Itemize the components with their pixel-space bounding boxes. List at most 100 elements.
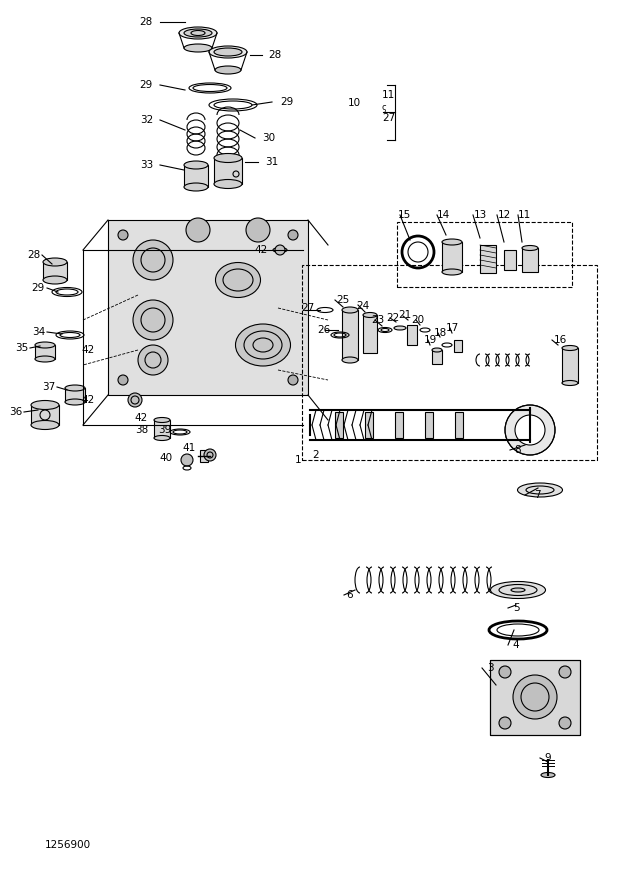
Circle shape <box>288 230 298 240</box>
Text: 21: 21 <box>399 310 412 320</box>
Text: 39: 39 <box>158 425 172 435</box>
Circle shape <box>246 218 270 242</box>
Ellipse shape <box>522 245 538 251</box>
Ellipse shape <box>65 399 85 405</box>
Bar <box>108 220 308 395</box>
Bar <box>442 242 462 272</box>
Circle shape <box>186 218 210 242</box>
Text: 30: 30 <box>262 133 275 143</box>
Ellipse shape <box>43 276 67 284</box>
Ellipse shape <box>505 405 555 455</box>
Text: 42: 42 <box>82 345 95 355</box>
Bar <box>43 262 67 280</box>
Bar <box>214 158 242 184</box>
Text: 40: 40 <box>160 453 173 463</box>
Text: 29: 29 <box>280 97 293 107</box>
Text: 31: 31 <box>265 157 278 167</box>
Bar <box>490 660 580 735</box>
Circle shape <box>559 717 571 729</box>
Text: 32: 32 <box>140 115 153 125</box>
Bar <box>432 350 442 364</box>
Circle shape <box>275 245 285 255</box>
Circle shape <box>499 666 511 678</box>
Bar <box>490 660 580 735</box>
Text: 22: 22 <box>386 313 400 323</box>
Text: 17: 17 <box>445 323 459 333</box>
Text: 27: 27 <box>382 113 396 123</box>
Text: 24: 24 <box>356 301 370 311</box>
Bar <box>363 315 377 353</box>
Circle shape <box>133 240 173 280</box>
Text: 5: 5 <box>513 603 520 613</box>
Text: 34: 34 <box>32 327 45 337</box>
Ellipse shape <box>31 421 59 430</box>
Text: 16: 16 <box>554 335 567 345</box>
Text: 3: 3 <box>487 663 494 673</box>
Text: 29: 29 <box>32 283 45 293</box>
Text: 9: 9 <box>545 753 551 763</box>
Ellipse shape <box>154 436 170 441</box>
Text: 8: 8 <box>515 445 521 455</box>
Circle shape <box>288 375 298 385</box>
Text: 42: 42 <box>135 413 148 423</box>
Ellipse shape <box>209 46 247 58</box>
Text: 2: 2 <box>312 450 319 460</box>
Bar <box>154 420 170 438</box>
Ellipse shape <box>236 324 291 366</box>
Ellipse shape <box>184 44 212 52</box>
Ellipse shape <box>442 269 462 275</box>
Ellipse shape <box>184 183 208 191</box>
Bar <box>365 412 373 438</box>
Ellipse shape <box>342 357 358 363</box>
Ellipse shape <box>562 381 578 386</box>
Circle shape <box>138 345 168 375</box>
Text: 42: 42 <box>255 245 268 255</box>
Ellipse shape <box>214 180 242 189</box>
Ellipse shape <box>562 346 578 350</box>
Text: 7: 7 <box>534 490 540 500</box>
Circle shape <box>499 717 511 729</box>
Ellipse shape <box>43 258 67 266</box>
Ellipse shape <box>184 29 212 37</box>
Ellipse shape <box>215 66 241 74</box>
Bar <box>342 310 358 360</box>
Text: 20: 20 <box>412 315 425 325</box>
Bar <box>562 348 578 383</box>
Circle shape <box>181 454 193 466</box>
Text: 35: 35 <box>15 343 28 353</box>
Ellipse shape <box>216 263 260 298</box>
Text: 33: 33 <box>140 160 153 170</box>
Text: 42: 42 <box>82 395 95 405</box>
Text: 14: 14 <box>436 210 450 220</box>
Ellipse shape <box>35 356 55 362</box>
Bar <box>200 450 208 462</box>
Bar <box>425 412 433 438</box>
Text: ς: ς <box>382 102 387 112</box>
Ellipse shape <box>184 161 208 169</box>
Text: 37: 37 <box>42 382 55 392</box>
Text: 26: 26 <box>317 325 330 335</box>
Ellipse shape <box>179 27 217 39</box>
Text: 18: 18 <box>433 328 446 338</box>
Text: 11: 11 <box>517 210 531 220</box>
Ellipse shape <box>154 417 170 423</box>
Circle shape <box>559 666 571 678</box>
Bar <box>397 222 572 287</box>
Ellipse shape <box>214 154 242 162</box>
Circle shape <box>204 449 216 461</box>
Ellipse shape <box>394 326 406 330</box>
Text: 1: 1 <box>295 455 301 465</box>
Text: 27: 27 <box>302 303 315 313</box>
Text: 28: 28 <box>27 250 40 260</box>
Bar <box>65 388 85 402</box>
Text: 6: 6 <box>347 590 353 600</box>
Bar <box>454 340 462 352</box>
Text: 12: 12 <box>497 210 511 220</box>
Text: 11: 11 <box>382 90 396 100</box>
Ellipse shape <box>342 307 358 313</box>
Bar <box>480 245 496 273</box>
Bar <box>504 250 516 270</box>
Text: 28: 28 <box>268 50 281 60</box>
Circle shape <box>133 300 173 340</box>
Text: 29: 29 <box>140 80 153 90</box>
